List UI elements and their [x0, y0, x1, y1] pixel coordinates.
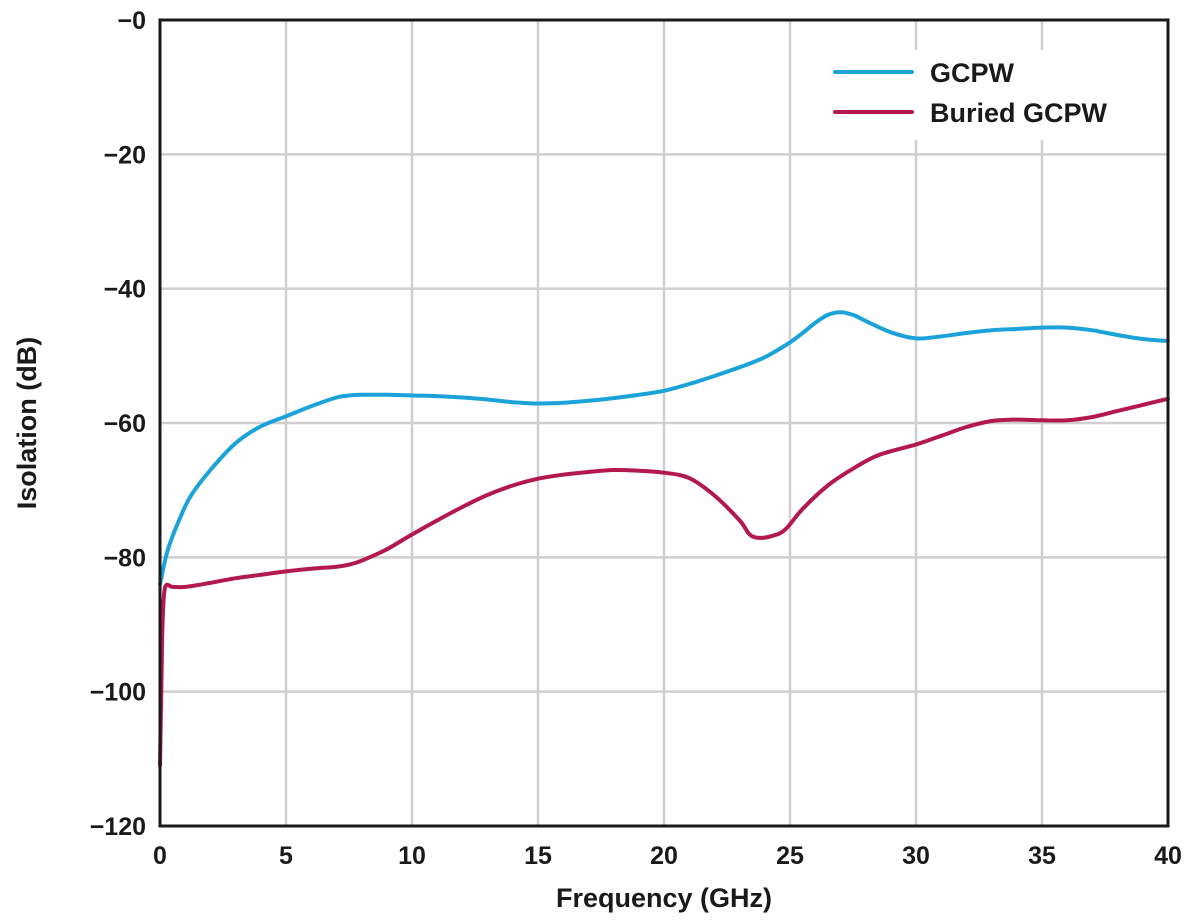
x-tick-label: 15: [524, 842, 552, 870]
legend-background: [822, 50, 1140, 140]
y-tick-label: −0: [117, 7, 146, 35]
y-tick-label: −80: [104, 544, 146, 572]
y-tick-label: −100: [90, 679, 146, 707]
y-tick-label: −40: [104, 276, 146, 304]
y-tick-label: −20: [104, 141, 146, 169]
x-tick-label: 40: [1154, 842, 1182, 870]
x-axis-label: Frequency (GHz): [556, 883, 772, 913]
series-line-buried-gcpw: [158, 396, 1170, 768]
legend-label: Buried GCPW: [930, 98, 1108, 128]
legend-label: GCPW: [930, 58, 1015, 88]
y-axis-label: Isolation (dB): [12, 337, 42, 509]
series-line-gcpw: [158, 310, 1170, 587]
x-tick-label: 0: [153, 842, 167, 870]
x-tick-label: 20: [650, 842, 678, 870]
y-tick-label: −120: [90, 813, 146, 841]
x-tick-labels: 0 5 10 15 20 25 30 35 40: [153, 842, 1182, 870]
y-tick-label: −60: [104, 410, 146, 438]
series-lines: [158, 310, 1170, 768]
x-tick-label: 30: [902, 842, 930, 870]
grid-lines: [160, 20, 1168, 826]
y-tick-labels: −0 −20 −40 −60 −80 −100 −120: [90, 7, 146, 841]
legend: GCPW Buried GCPW: [822, 50, 1140, 140]
x-tick-label: 25: [776, 842, 804, 870]
x-tick-label: 10: [398, 842, 426, 870]
plot-frame: [158, 18, 1170, 828]
x-tick-label: 35: [1028, 842, 1056, 870]
x-tick-label: 5: [279, 842, 293, 870]
